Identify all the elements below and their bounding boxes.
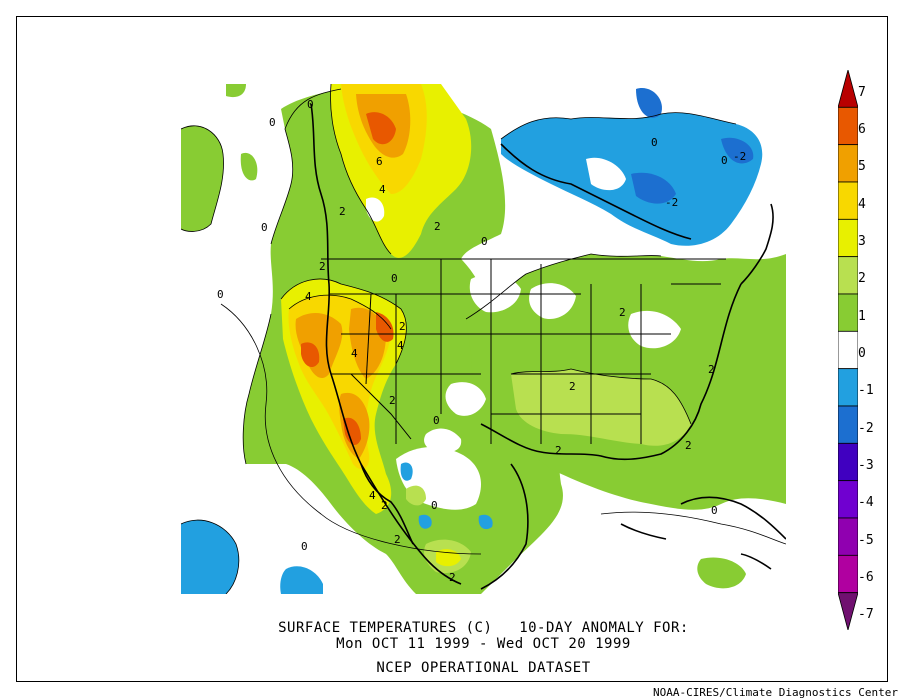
colorbar-swatch xyxy=(838,70,858,108)
credit-text: NOAA-CIRES/Climate Diagnostics Center xyxy=(652,686,898,699)
colorbar-swatch xyxy=(838,368,858,407)
contour-label: 4 xyxy=(305,290,312,303)
contour-label: 2 xyxy=(399,320,406,333)
colorbar-swatch xyxy=(838,554,858,594)
contour-label: 2 xyxy=(339,205,346,218)
contour-label: 2 xyxy=(434,220,441,233)
colorbar-swatch xyxy=(838,405,858,444)
contour-label: 2 xyxy=(381,499,388,512)
colorbar-swatch xyxy=(838,293,858,332)
contour-label: 2 xyxy=(685,439,692,452)
colorbar-tick-label: -3 xyxy=(858,458,874,473)
colorbar-tick-label: -2 xyxy=(858,420,874,436)
colorbar-swatch xyxy=(838,517,858,556)
colorbar-swatch xyxy=(838,442,858,482)
anomaly-map: 0 0 0 0 0 0 0 0 0 0 0 0 2 2 2 2 2 2 2 2 … xyxy=(181,84,786,594)
colorbar-swatch xyxy=(838,330,858,370)
colorbar-tick-label: -1 xyxy=(858,383,874,399)
field-green-pacific xyxy=(181,125,224,232)
contour-label: 0 xyxy=(651,136,658,149)
contour-label: 2 xyxy=(394,533,401,546)
contour-label: 4 xyxy=(351,347,358,360)
contour-label-group: 0 0 0 0 0 0 0 0 0 0 0 0 2 2 2 2 2 2 2 2 … xyxy=(217,98,746,584)
colorbar-tick-label: 2 xyxy=(858,271,866,287)
field-blue-canada xyxy=(501,112,763,246)
contour-label: 0 xyxy=(711,504,718,517)
contour-lines xyxy=(181,84,786,594)
contour-label: 2 xyxy=(708,363,715,376)
contour-label: 4 xyxy=(369,489,376,502)
contour-label: 2 xyxy=(319,260,326,273)
colorbar-tick-label: 0 xyxy=(858,346,866,361)
colorbar-tick-label: 4 xyxy=(858,196,866,212)
colorbar-swatch xyxy=(838,218,858,258)
title-line-3: NCEP OPERATIONAL DATASET xyxy=(376,660,591,676)
colorbar-tick-label: 7 xyxy=(858,84,866,100)
state-borders xyxy=(321,258,726,444)
colorbar xyxy=(838,70,858,630)
contour-label: 2 xyxy=(555,444,562,457)
contour-label: 6 xyxy=(376,155,383,168)
colorbar-tick-label: -5 xyxy=(858,532,874,548)
field-darkorange-nw xyxy=(366,112,396,145)
colorbar-tick-label: 5 xyxy=(858,159,866,175)
colorbar-tick-label: -7 xyxy=(858,607,874,623)
colorbar-tick-label: 1 xyxy=(858,308,866,324)
contour-label: 0 xyxy=(217,288,224,301)
colorbar-swatch xyxy=(838,480,858,519)
field-blue-sw xyxy=(181,520,239,594)
field-ygreen-southeast xyxy=(511,369,691,446)
plot-frame xyxy=(16,16,888,682)
coastlines xyxy=(310,103,786,590)
colorbar-swatch xyxy=(838,144,858,183)
colorbar-tick-label: -4 xyxy=(858,495,874,511)
contour-label: 2 xyxy=(619,306,626,319)
colorbar-swatch xyxy=(838,592,858,630)
colorbar-swatch xyxy=(838,106,858,146)
contour-label: 0 xyxy=(721,154,728,167)
contour-label: -2 xyxy=(665,196,678,209)
contour-label: 2 xyxy=(389,394,396,407)
colorbar-tick-label: 6 xyxy=(858,122,866,137)
contour-label: 0 xyxy=(431,499,438,512)
contour-label: 0 xyxy=(307,98,314,111)
colorbar-swatch xyxy=(838,181,858,220)
contour-label: 0 xyxy=(433,414,440,427)
contour-label: 0 xyxy=(391,272,398,285)
contour-label: 0 xyxy=(261,221,268,234)
field-darkorange-sw xyxy=(343,417,361,446)
contour-label: 0 xyxy=(269,116,276,129)
colorbar-tick-label: -6 xyxy=(858,570,874,585)
title-line-2: Mon OCT 11 1999 - Wed OCT 20 1999 xyxy=(336,636,631,652)
colorbar-tick-label: 3 xyxy=(858,234,866,249)
contour-label: 0 xyxy=(301,540,308,553)
title-line-1: SURFACE TEMPERATURES (C) 10-DAY ANOMALY … xyxy=(278,620,689,636)
contour-label: 2 xyxy=(449,571,456,584)
contour-label: 4 xyxy=(379,183,386,196)
contour-label: 4 xyxy=(397,339,404,352)
colorbar-swatch xyxy=(838,256,858,295)
contour-label: -2 xyxy=(733,150,746,163)
contour-label: 2 xyxy=(569,380,576,393)
contour-label: 0 xyxy=(481,235,488,248)
